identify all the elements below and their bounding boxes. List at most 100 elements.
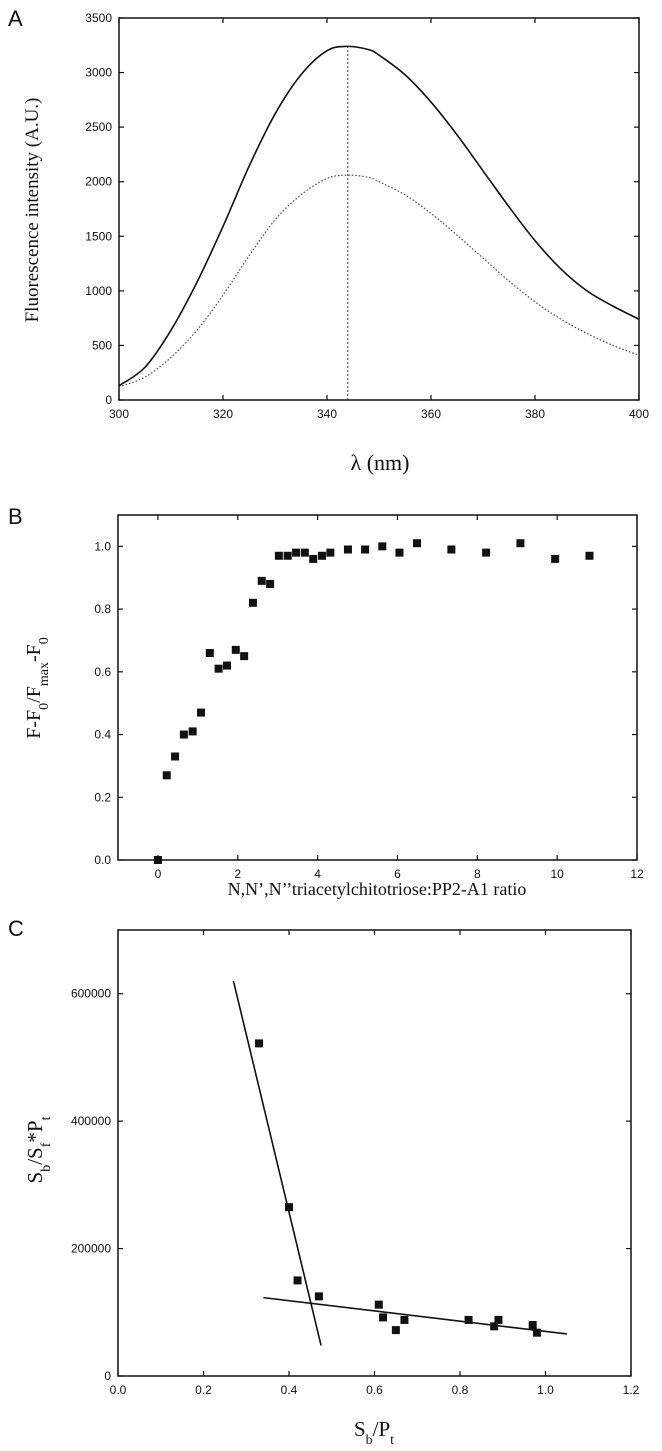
data-point bbox=[413, 539, 422, 548]
y-tick-label: 0.2 bbox=[94, 790, 111, 804]
data-point bbox=[197, 708, 206, 717]
data-point bbox=[153, 856, 162, 864]
y-tick-label: 0 bbox=[104, 1369, 111, 1383]
data-point bbox=[293, 1276, 302, 1285]
x-tick-label: 0 bbox=[155, 867, 162, 881]
x-tick-label: 0.6 bbox=[366, 1383, 383, 1397]
x-title-c-part: b bbox=[366, 1433, 373, 1448]
panel-b: B 0 2 4 6 8 10 12 0.0 0.2 0.4 0.6 0.8 1.0 N,N’,N’’tr… bbox=[8, 504, 644, 899]
y-title-c-part: f bbox=[39, 1142, 54, 1147]
y-tick-label: 0.4 bbox=[94, 728, 111, 742]
data-point bbox=[255, 1039, 264, 1048]
data-point bbox=[490, 1322, 499, 1331]
x-axis-title-b: N,N’,N’’triacetylchitotriose:PP2-A1 rati… bbox=[228, 879, 527, 899]
x-title-c-part: t bbox=[390, 1433, 394, 1448]
y-tick-label: 600000 bbox=[71, 987, 111, 1001]
x-tick-label: 2 bbox=[234, 867, 241, 881]
data-point bbox=[494, 1315, 503, 1324]
data-point bbox=[391, 1326, 400, 1335]
data-point bbox=[231, 645, 240, 654]
data-point bbox=[222, 661, 231, 670]
data-point bbox=[283, 551, 292, 560]
y-title-c-part: /S bbox=[23, 1147, 47, 1165]
x-tick-label: 10 bbox=[550, 867, 564, 881]
x-title-c-part: S bbox=[354, 1417, 366, 1441]
x-axis-title-c: Sb/Pt bbox=[354, 1417, 394, 1448]
y-tick-label: 500 bbox=[92, 338, 112, 352]
y-tick-label: 2500 bbox=[85, 120, 112, 134]
x-tick-label: 4 bbox=[314, 867, 321, 881]
data-points-c bbox=[255, 1039, 541, 1337]
data-point bbox=[361, 545, 370, 554]
data-point bbox=[188, 727, 197, 736]
data-point bbox=[314, 1292, 323, 1301]
plot-frame-a bbox=[118, 17, 640, 401]
data-point bbox=[482, 548, 491, 557]
y-axis-title-b: F-F0/Fmax-F0 bbox=[23, 637, 52, 739]
y-tick-label: 2000 bbox=[85, 175, 112, 189]
data-point bbox=[300, 548, 309, 557]
y-axis-title-c: Sb/Sf*Pt bbox=[23, 1116, 54, 1183]
data-point bbox=[309, 554, 318, 563]
x-tick-label: 6 bbox=[394, 867, 401, 881]
x-tick-label: 8 bbox=[474, 867, 481, 881]
y-tick-label: 400000 bbox=[71, 1114, 111, 1128]
y-tick-label: 1000 bbox=[85, 284, 112, 298]
data-point bbox=[400, 1315, 409, 1324]
data-point bbox=[532, 1328, 541, 1337]
y-title-b-part: F-F bbox=[23, 710, 45, 739]
data-point bbox=[585, 551, 594, 560]
data-point bbox=[248, 598, 257, 607]
ticks-b: 0 2 4 6 8 10 12 0.0 0.2 0.4 0.6 0.8 1.0 bbox=[94, 515, 644, 881]
data-point bbox=[447, 545, 456, 554]
data-point bbox=[326, 548, 335, 557]
data-point bbox=[395, 548, 404, 557]
y-title-c-part: S bbox=[23, 1172, 47, 1184]
x-tick-label: 300 bbox=[109, 407, 129, 421]
series-dotted-line bbox=[118, 174, 640, 388]
data-point bbox=[464, 1315, 473, 1324]
x-tick-label: 400 bbox=[629, 407, 649, 421]
data-point bbox=[240, 652, 249, 661]
data-point bbox=[214, 664, 223, 673]
panel-letter-c: C bbox=[8, 916, 24, 941]
data-point bbox=[379, 1313, 388, 1322]
y-tick-label: 1.0 bbox=[94, 539, 111, 553]
data-point bbox=[285, 1203, 293, 1212]
x-tick-label: 12 bbox=[630, 867, 644, 881]
y-tick-label: 3000 bbox=[85, 66, 112, 80]
y-title-b-part: max bbox=[37, 662, 52, 686]
y-title-b-part: 0 bbox=[37, 703, 52, 710]
y-tick-label: 0.0 bbox=[94, 853, 111, 867]
y-title-c-part: t bbox=[39, 1116, 54, 1120]
y-title-c-part: b bbox=[39, 1165, 54, 1172]
x-tick-label: 320 bbox=[213, 407, 233, 421]
x-axis-title-a: λ (nm) bbox=[351, 450, 410, 475]
x-tick-label: 0.2 bbox=[195, 1383, 212, 1397]
data-point bbox=[257, 576, 266, 585]
x-tick-label: 360 bbox=[421, 407, 441, 421]
y-tick-label: 3500 bbox=[85, 11, 112, 25]
y-axis-title-a: Fluorescence intensity (A.U.) bbox=[22, 98, 43, 323]
y-tick-label: 200000 bbox=[71, 1242, 111, 1256]
y-title-b-part: 0 bbox=[37, 637, 52, 644]
fit-line bbox=[263, 1296, 567, 1335]
x-tick-label: 0.4 bbox=[281, 1383, 298, 1397]
y-title-c-part: *P bbox=[23, 1120, 47, 1142]
plot-frame-c bbox=[117, 929, 632, 1377]
data-point bbox=[528, 1321, 537, 1330]
data-point bbox=[274, 551, 283, 560]
y-tick-label: 1500 bbox=[85, 229, 112, 243]
y-title-b-part: /F bbox=[23, 686, 45, 703]
y-tick-label: 0.8 bbox=[94, 602, 111, 616]
panel-a: A 300 320 340 360 380 400 0 500 1000 1500 2000 2500… bbox=[8, 6, 649, 475]
series-solid-line bbox=[118, 45, 640, 387]
data-point bbox=[551, 554, 560, 563]
y-tick-label: 0 bbox=[105, 393, 112, 407]
fit-line bbox=[232, 980, 322, 1346]
plot-frame-b bbox=[117, 514, 638, 861]
ticks-c: 0.0 0.2 0.4 0.6 0.8 1.0 1.2 0 200000 400000 600000 bbox=[71, 930, 640, 1397]
data-point bbox=[205, 649, 214, 657]
x-tick-label: 0.0 bbox=[110, 1383, 127, 1397]
